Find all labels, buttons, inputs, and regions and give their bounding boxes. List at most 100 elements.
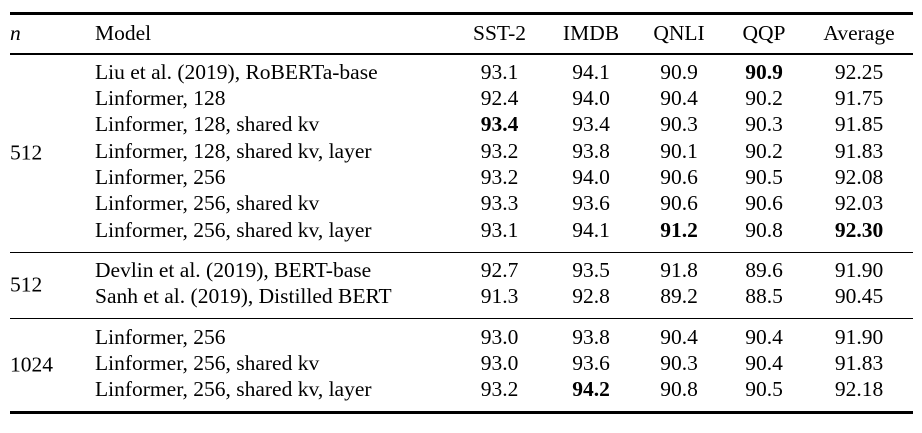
group-rows: Linformer, 256 93.0 93.8 90.4 90.4 91.90… (10, 324, 913, 403)
group-rows: Liu et al. (2019), RoBERTa-base 93.1 94.… (10, 60, 913, 244)
metric-cell-average: 92.25 (834, 59, 884, 84)
metric-cell-qqp: 90.3 (745, 112, 783, 137)
table-row: Sanh et al. (2019), Distilled BERT 91.3 … (10, 284, 913, 310)
model-cell: Linformer, 256, shared kv, layer (95, 377, 372, 402)
col-header-model: Model (95, 21, 152, 46)
table-row: Linformer, 128, shared kv, layer 93.2 93… (10, 138, 913, 164)
metric-cell-imdb: 93.5 (572, 257, 610, 282)
metric-cell-qnli: 91.8 (660, 257, 698, 282)
metric-cell-average: 91.90 (834, 324, 884, 349)
metric-cell-qnli: 90.9 (660, 59, 698, 84)
col-header-qnli: QNLI (653, 21, 705, 46)
table-row: Linformer, 128 92.4 94.0 90.4 90.2 91.75 (10, 86, 913, 112)
metric-cell-qqp: 90.5 (745, 165, 783, 190)
model-cell: Linformer, 256 (95, 165, 226, 190)
group-n-label: 512 (10, 140, 43, 165)
metric-cell-imdb: 94.2 (572, 377, 610, 402)
table-row: Liu et al. (2019), RoBERTa-base 93.1 94.… (10, 60, 913, 86)
metric-cell-imdb: 92.8 (572, 284, 610, 309)
metric-cell-qnli: 89.2 (660, 284, 698, 309)
metric-cell-qqp: 90.4 (745, 350, 783, 375)
model-cell: Linformer, 128 (95, 86, 226, 111)
metric-cell-qnli: 90.3 (660, 112, 698, 137)
model-cell: Liu et al. (2019), RoBERTa-base (95, 59, 378, 84)
metric-cell-imdb: 93.8 (572, 324, 610, 349)
metric-cell-sst2: 93.1 (480, 217, 519, 242)
col-header-average: Average (823, 21, 895, 46)
metric-cell-qqp: 90.4 (745, 324, 783, 349)
metric-cell-sst2: 93.0 (480, 324, 519, 349)
model-cell: Linformer, 128, shared kv, layer (95, 138, 372, 163)
table-row: Linformer, 256 93.0 93.8 90.4 90.4 91.90 (10, 324, 913, 350)
results-table: n Model SST-2 IMDB QNLI QQP Average 512 … (10, 12, 913, 415)
bottom-rule (10, 411, 913, 415)
table-body: 512 Liu et al. (2019), RoBERTa-base 93.1… (10, 55, 913, 412)
col-header-imdb: IMDB (562, 21, 620, 46)
group-rows: Devlin et al. (2019), BERT-base 92.7 93.… (10, 258, 913, 311)
metric-cell-average: 91.83 (834, 138, 884, 163)
metric-cell-qnli: 90.8 (660, 377, 698, 402)
top-rule (10, 12, 913, 15)
metric-cell-imdb: 94.1 (572, 217, 610, 242)
metric-cell-qqp: 90.6 (745, 191, 783, 216)
table-group: 512 Devlin et al. (2019), BERT-base 92.7… (10, 251, 913, 319)
col-header-sst2: SST-2 (473, 21, 526, 46)
group-n-label: 1024 (10, 352, 53, 377)
metric-cell-sst2: 93.2 (480, 377, 519, 402)
table-group: 512 Liu et al. (2019), RoBERTa-base 93.1… (10, 55, 913, 252)
metric-cell-average: 91.75 (834, 86, 884, 111)
model-cell: Sanh et al. (2019), Distilled BERT (95, 284, 392, 309)
metric-cell-qnli: 90.3 (660, 350, 698, 375)
table-row: Linformer, 256, shared kv, layer 93.1 94… (10, 217, 913, 243)
header-rule (10, 53, 913, 55)
metric-cell-sst2: 93.2 (480, 165, 519, 190)
model-cell: Linformer, 256, shared kv, layer (95, 217, 372, 242)
metric-cell-qqp: 90.5 (745, 377, 783, 402)
table-row: Linformer, 128, shared kv 93.4 93.4 90.3… (10, 112, 913, 138)
metric-cell-sst2: 93.1 (480, 59, 519, 84)
metric-cell-qqp: 90.2 (745, 86, 783, 111)
metric-cell-qnli: 90.4 (660, 86, 698, 111)
model-cell: Devlin et al. (2019), BERT-base (95, 257, 372, 282)
metric-cell-qqp: 89.6 (745, 257, 783, 282)
table-row: Linformer, 256, shared kv, layer 93.2 94… (10, 377, 913, 403)
table-header-row: n Model SST-2 IMDB QNLI QQP Average (10, 15, 913, 53)
model-cell: Linformer, 256, shared kv (95, 350, 320, 375)
metric-cell-average: 92.30 (834, 217, 884, 242)
metric-cell-imdb: 93.8 (572, 138, 610, 163)
metric-cell-qqp: 90.9 (745, 59, 783, 84)
metric-cell-qnli: 90.6 (660, 191, 698, 216)
metric-cell-qnli: 91.2 (660, 217, 698, 242)
metric-cell-sst2: 93.3 (480, 191, 519, 216)
metric-cell-sst2: 92.4 (480, 86, 519, 111)
table-group: 1024 Linformer, 256 93.0 93.8 90.4 90.4 … (10, 318, 913, 411)
metric-cell-average: 91.83 (834, 350, 884, 375)
metric-cell-qqp: 88.5 (745, 284, 783, 309)
metric-cell-average: 92.18 (834, 377, 884, 402)
metric-cell-imdb: 93.6 (572, 350, 610, 375)
metric-cell-average: 92.03 (834, 191, 884, 216)
table-row: Linformer, 256, shared kv 93.0 93.6 90.3… (10, 350, 913, 376)
model-cell: Linformer, 256, shared kv (95, 191, 320, 216)
metric-cell-qqp: 90.2 (745, 138, 783, 163)
table-row: Linformer, 256 93.2 94.0 90.6 90.5 92.08 (10, 165, 913, 191)
metric-cell-imdb: 94.0 (572, 86, 610, 111)
table-row: Linformer, 256, shared kv 93.3 93.6 90.6… (10, 191, 913, 217)
metric-cell-imdb: 93.4 (572, 112, 610, 137)
metric-cell-imdb: 94.1 (572, 59, 610, 84)
metric-cell-qnli: 90.6 (660, 165, 698, 190)
table-row: Devlin et al. (2019), BERT-base 92.7 93.… (10, 258, 913, 284)
group-n-label: 512 (10, 272, 43, 297)
model-cell: Linformer, 256 (95, 324, 226, 349)
col-header-n: n (10, 21, 21, 46)
metric-cell-sst2: 92.7 (480, 257, 519, 282)
metric-cell-average: 92.08 (834, 165, 884, 190)
metric-cell-qqp: 90.8 (745, 217, 783, 242)
metric-cell-average: 91.85 (834, 112, 884, 137)
metric-cell-average: 90.45 (834, 284, 884, 309)
col-header-qqp: QQP (742, 21, 786, 46)
metric-cell-sst2: 93.0 (480, 350, 519, 375)
metric-cell-average: 91.90 (834, 257, 884, 282)
metric-cell-sst2: 91.3 (480, 284, 519, 309)
metric-cell-qnli: 90.4 (660, 324, 698, 349)
